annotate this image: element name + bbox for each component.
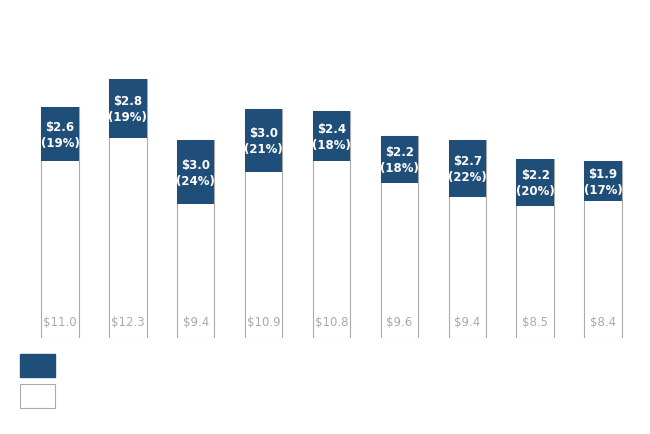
Text: $9.4: $9.4: [183, 315, 209, 328]
Bar: [448, 141, 486, 339]
Bar: [109, 80, 146, 139]
Text: $1.9
(17%): $1.9 (17%): [584, 168, 623, 197]
Bar: [109, 80, 146, 339]
Bar: [42, 108, 79, 162]
Text: $2.6
(19%): $2.6 (19%): [40, 120, 79, 149]
Text: $3.0
(21%): $3.0 (21%): [244, 127, 283, 155]
Bar: [517, 160, 554, 206]
Text: $10.9: $10.9: [247, 315, 280, 328]
Text: $11.0: $11.0: [43, 315, 77, 328]
Text: $9.4: $9.4: [454, 315, 480, 328]
Text: $12.3: $12.3: [111, 315, 145, 328]
Text: $8.4: $8.4: [590, 315, 616, 328]
Text: $2.4
(18%): $2.4 (18%): [312, 122, 351, 151]
Text: $9.6: $9.6: [386, 315, 413, 328]
Bar: [177, 141, 214, 204]
Bar: [584, 162, 621, 339]
Bar: [245, 110, 282, 339]
Text: $2.2
(18%): $2.2 (18%): [380, 145, 419, 174]
Bar: [381, 137, 418, 339]
Bar: [381, 137, 418, 183]
Bar: [584, 162, 621, 202]
Bar: [245, 110, 282, 173]
Text: $3.0
(24%): $3.0 (24%): [176, 158, 215, 187]
Bar: [42, 108, 79, 339]
Text: $8.5: $8.5: [522, 315, 548, 328]
Bar: [313, 112, 350, 339]
Bar: [517, 160, 554, 339]
Bar: [313, 112, 350, 162]
Text: $2.8
(19%): $2.8 (19%): [109, 95, 148, 124]
Bar: [448, 141, 486, 198]
Text: $2.7
(22%): $2.7 (22%): [448, 155, 487, 184]
Text: $10.8: $10.8: [315, 315, 348, 328]
Text: $2.2
(20%): $2.2 (20%): [516, 169, 554, 197]
Bar: [177, 141, 214, 339]
